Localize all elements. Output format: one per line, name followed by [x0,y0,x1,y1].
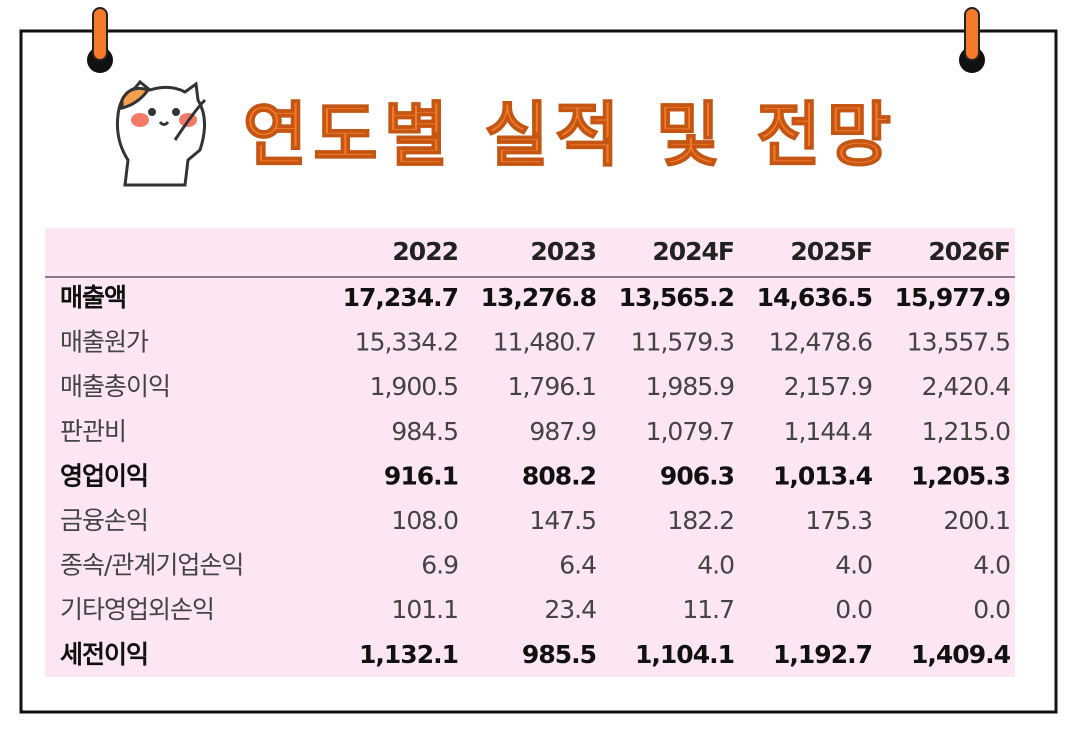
cell-value: 15,977.9 [895,283,1010,312]
cell-value: 182.2 [667,506,734,535]
cell-value: 4.0 [835,551,872,580]
column-header: 2023 [530,237,596,266]
cell-value: 1,192.7 [773,640,872,669]
row-label: 판관비 [60,417,126,446]
binder-ring-left [87,7,113,73]
row-label: 세전이익 [60,640,148,669]
cell-value: 1,104.1 [635,640,734,669]
binder-ring-right [959,7,985,73]
cell-value: 11,480.7 [493,328,596,357]
cell-value: 0.0 [835,595,872,624]
title: 연도별 실적 및 전망 [243,94,897,176]
row-label: 금융손익 [60,506,148,535]
cell-value: 1,900.5 [370,372,458,401]
cell-value: 2,420.4 [922,372,1011,401]
cell-value: 808.2 [522,461,596,490]
cell-value: 1,132.1 [359,640,458,669]
cell-value: 1,215.0 [922,417,1011,446]
cell-value: 1,985.9 [646,372,735,401]
cell-value: 1,796.1 [508,372,596,401]
row-label: 매출총이익 [60,372,170,401]
cell-value: 1,205.3 [911,461,1010,490]
cell-value: 15,334.2 [355,328,458,357]
cell-value: 175.3 [805,506,872,535]
cell-value: 2,157.9 [784,372,873,401]
column-header: 2025F [790,237,872,266]
column-header: 2026F [928,237,1010,266]
cell-value: 11.7 [682,595,734,624]
cat-icon [116,79,207,187]
table: 2022 2023 2024F 2025F 2026F 매출액 17,234.7 13,276… [60,237,1012,669]
cell-value: 14,636.5 [757,283,872,312]
cell-value: 200.1 [943,506,1010,535]
table-background [45,228,1015,677]
column-header: 2022 [392,237,458,266]
cell-value: 101.1 [391,595,458,624]
cell-value: 4.0 [697,551,734,580]
cell-value: 13,565.2 [619,283,734,312]
cell-value: 1,079.7 [646,417,734,446]
cell-value: 1,144.4 [784,417,873,446]
cell-value: 13,557.5 [907,328,1010,357]
cell-value: 1,013.4 [773,461,873,490]
cell-value: 11,579.3 [631,328,734,357]
cell-value: 987.9 [529,417,596,446]
row-label: 매출액 [60,283,126,312]
column-header: 2024F [652,237,734,266]
row-label: 영업이익 [60,461,148,490]
cell-value: 4.0 [973,551,1010,580]
row-label: 매출원가 [60,328,149,357]
cell-value: 906.3 [660,461,734,490]
cell-value: 1,409.4 [911,640,1011,669]
cell-value: 108.0 [391,506,458,535]
cell-value: 23.4 [544,595,596,624]
cell-value: 13,276.8 [481,283,596,312]
cell-value: 6.4 [559,551,596,580]
cell-value: 916.1 [384,461,458,490]
cell-value: 984.5 [391,417,458,446]
row-label: 종속/관계기업손익 [60,551,243,580]
cell-value: 6.9 [421,551,458,580]
cell-value: 0.0 [973,595,1010,624]
cell-value: 985.5 [522,640,596,669]
cell-value: 147.5 [529,506,596,535]
cell-value: 17,234.7 [343,283,458,312]
cell-value: 12,478.6 [769,328,872,357]
row-label: 기타영업외손익 [60,595,214,624]
